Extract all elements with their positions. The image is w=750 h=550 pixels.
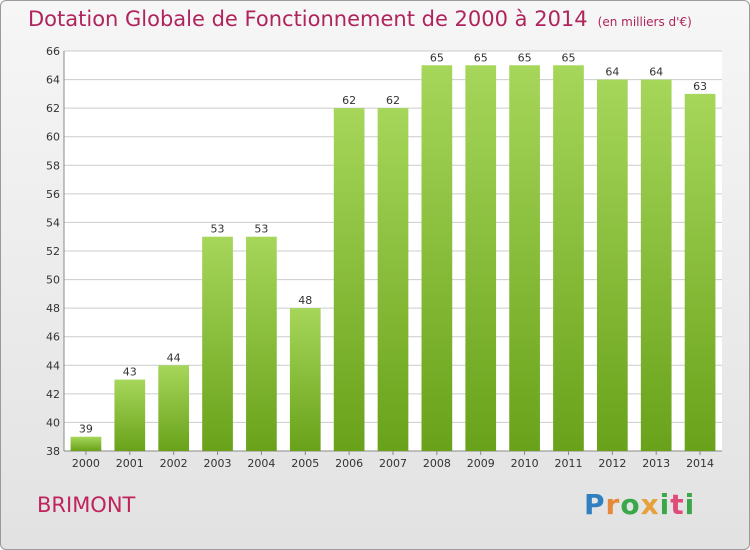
y-tick-label: 56 (46, 188, 60, 201)
y-tick-label: 48 (46, 302, 60, 315)
bar-2012 (596, 79, 628, 452)
y-tick-label: 58 (46, 159, 60, 172)
bar-2000 (70, 436, 102, 451)
x-tick-label-2007: 2007 (379, 457, 407, 470)
x-tick-label-2000: 2000 (72, 457, 100, 470)
x-tick-label-2010: 2010 (511, 457, 539, 470)
bar-2006 (333, 108, 365, 452)
data-label-2004: 53 (254, 223, 268, 236)
data-label-2011: 65 (561, 51, 575, 64)
y-tick-label: 66 (46, 45, 60, 58)
bar-2001 (114, 379, 146, 451)
bar-2013 (640, 79, 672, 452)
y-tick-label: 42 (46, 388, 60, 401)
bar-2003 (202, 236, 233, 451)
x-tick-label-2008: 2008 (423, 457, 451, 470)
y-tick-label: 46 (46, 331, 60, 344)
bar-2010 (509, 65, 540, 452)
y-tick-label: 52 (46, 245, 60, 258)
bar-2011 (553, 65, 584, 452)
y-tick-label: 38 (46, 445, 60, 458)
x-tick-label-2014: 2014 (686, 457, 714, 470)
data-label-2000: 39 (79, 423, 93, 436)
chart-unit: (en milliers d'€) (597, 15, 692, 29)
data-label-2007: 62 (386, 94, 400, 107)
bar-2002 (158, 365, 190, 451)
data-label-2010: 65 (518, 51, 532, 64)
labels-layer: 38 40 42 44 46 48 50 52 54 56 58 60 62 64 66 39 2000 43 20… (46, 45, 714, 470)
x-tick-label-2009: 2009 (467, 457, 495, 470)
y-tick-label: 54 (46, 216, 60, 229)
x-tick-label-2002: 2002 (160, 457, 188, 470)
y-tick-label: 40 (46, 416, 60, 429)
x-tick-label-2005: 2005 (291, 457, 319, 470)
y-tick-label: 62 (46, 102, 60, 115)
bar-2008 (421, 65, 453, 452)
data-label-2006: 62 (342, 94, 356, 107)
y-tick-label: 60 (46, 131, 60, 144)
proxiti-logo: Proxiti (584, 488, 696, 521)
x-tick-label-2001: 2001 (116, 457, 144, 470)
x-tick-label-2006: 2006 (335, 457, 363, 470)
x-tick-label-2012: 2012 (598, 457, 626, 470)
data-label-2013: 64 (649, 66, 663, 79)
x-tick-label-2011: 2011 (554, 457, 582, 470)
bar-2007 (377, 108, 409, 452)
data-label-2002: 44 (167, 351, 181, 364)
y-tick-label: 44 (46, 359, 60, 372)
data-label-2005: 48 (298, 294, 312, 307)
x-tick-label-2013: 2013 (642, 457, 670, 470)
data-label-2012: 64 (605, 66, 619, 79)
bar-2014 (684, 93, 716, 451)
y-tick-label: 50 (46, 274, 60, 287)
data-label-2008: 65 (430, 51, 444, 64)
data-label-2001: 43 (123, 366, 137, 379)
commune-name: BRIMONT (37, 493, 136, 517)
x-tick-label-2003: 2003 (204, 457, 232, 470)
bar-2009 (465, 65, 497, 452)
chart-title: Dotation Globale de Fonctionnement de 20… (28, 7, 692, 31)
data-label-2009: 65 (474, 51, 488, 64)
chart-title-text: Dotation Globale de Fonctionnement de 20… (28, 7, 588, 31)
bar-2004 (246, 236, 277, 451)
bars-layer (70, 65, 716, 452)
bar-2005 (289, 308, 321, 451)
data-label-2003: 53 (211, 223, 225, 236)
data-label-2014: 63 (693, 80, 707, 93)
y-tick-label: 64 (46, 74, 60, 87)
x-tick-label-2004: 2004 (247, 457, 275, 470)
